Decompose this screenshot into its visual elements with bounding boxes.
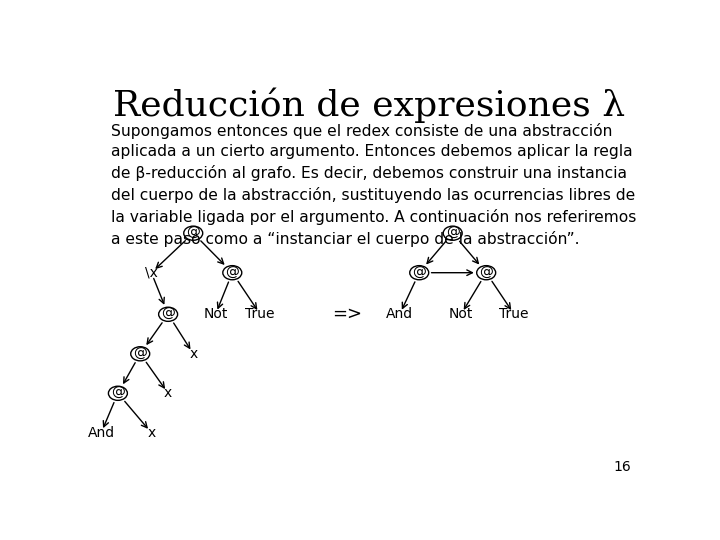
Text: x: x: [164, 386, 172, 400]
Text: @: @: [161, 307, 175, 321]
Text: @: @: [225, 266, 239, 280]
Text: @: @: [413, 266, 426, 280]
Text: x: x: [148, 426, 156, 440]
Text: @: @: [133, 347, 147, 361]
Text: Reducción de expresiones λ: Reducción de expresiones λ: [113, 87, 625, 123]
Text: 16: 16: [613, 461, 631, 474]
Text: Not: Not: [449, 307, 473, 321]
Text: x: x: [189, 347, 197, 361]
Text: @: @: [446, 226, 459, 240]
Text: And: And: [88, 426, 114, 440]
Text: Supongamos entonces que el redex consiste de una abstracción
aplicada a un ciert: Supongamos entonces que el redex consist…: [111, 123, 636, 247]
Text: \x: \x: [145, 266, 158, 280]
Text: True: True: [500, 307, 528, 321]
Text: True: True: [246, 307, 275, 321]
Text: @: @: [480, 266, 493, 280]
Text: =>: =>: [332, 305, 361, 323]
Text: And: And: [386, 307, 413, 321]
Text: Not: Not: [203, 307, 228, 321]
Text: @: @: [186, 226, 200, 240]
Text: @: @: [111, 386, 125, 400]
